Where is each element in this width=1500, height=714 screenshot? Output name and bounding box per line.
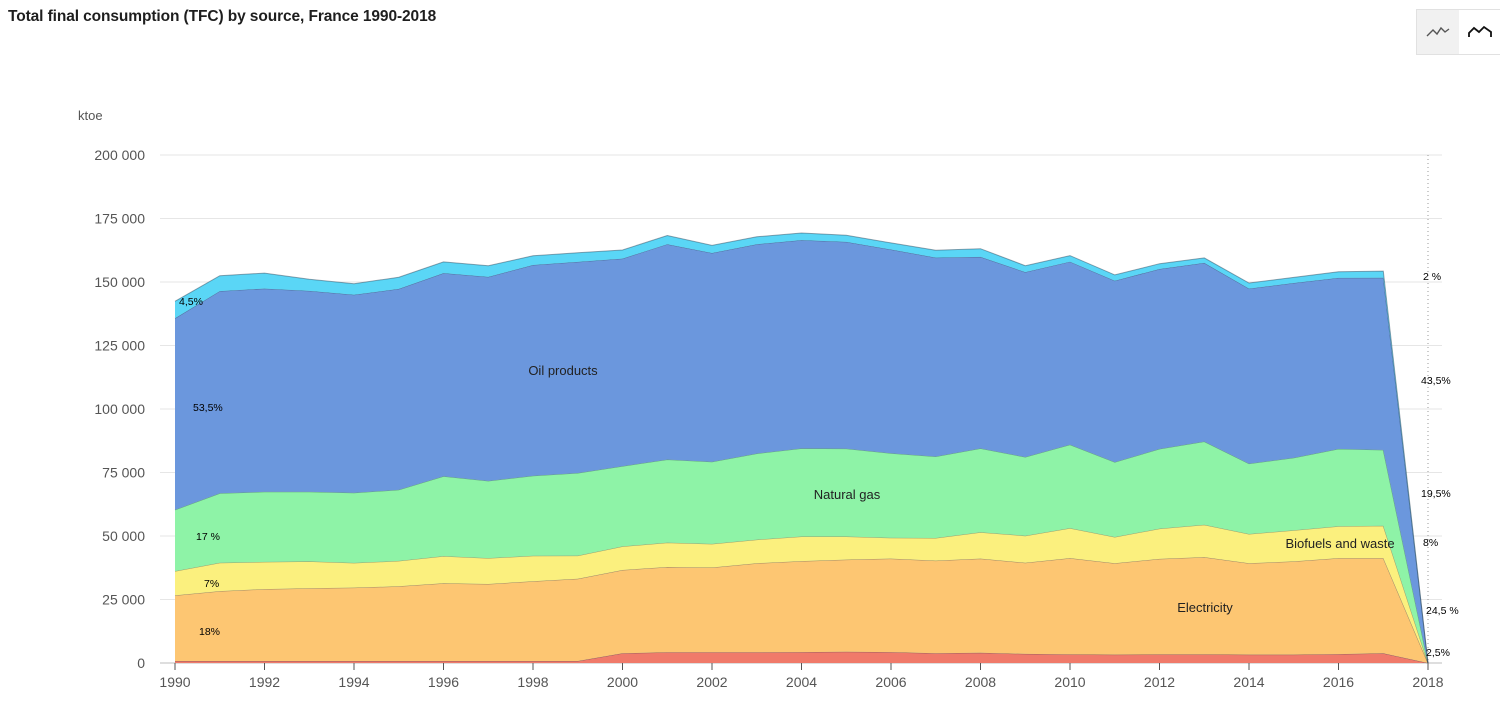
- share-annotation-2018: 8%: [1423, 537, 1438, 549]
- share-annotation-2018: 2,5%: [1426, 647, 1450, 659]
- axes: 0 25 000 50 000 75 000 100 000 125 000 150 000…: [78, 108, 1444, 690]
- area-label: Electricity: [1177, 600, 1233, 615]
- y-axis-unit: ktoe: [78, 108, 103, 123]
- area-oil-products[interactable]: [175, 240, 1428, 663]
- y-tick-label: 100 000: [94, 401, 145, 417]
- x-tick-label: 2012: [1144, 674, 1175, 690]
- area-edge-series-5: [174, 232, 1429, 664]
- x-tick-label: 2006: [875, 674, 906, 690]
- share-annotation-2018: 43,5%: [1421, 375, 1451, 387]
- x-tick-label: 1992: [249, 674, 280, 690]
- x-tick-label: 2010: [1054, 674, 1085, 690]
- y-tick-label: 0: [137, 655, 145, 671]
- line-chart-icon: [1426, 26, 1450, 37]
- area-series: [174, 232, 1429, 664]
- area-series-0[interactable]: [175, 651, 1428, 663]
- x-tick-label: 1994: [338, 674, 369, 690]
- y-tick-label: 175 000: [94, 211, 145, 227]
- line-chart-button[interactable]: [1417, 10, 1459, 54]
- area-chart-button[interactable]: [1459, 10, 1500, 54]
- area-biofuels-and-waste[interactable]: [175, 524, 1428, 663]
- share-annotation-1990: 17 %: [196, 531, 220, 543]
- x-tick-label: 2000: [607, 674, 638, 690]
- x-tick-label: 1996: [428, 674, 459, 690]
- area-label: Natural gas: [814, 487, 881, 502]
- x-tick-label: 2018: [1412, 674, 1443, 690]
- x-tick-label: 2016: [1323, 674, 1354, 690]
- y-tick-label: 125 000: [94, 338, 145, 354]
- y-tick-label: 200 000: [94, 147, 145, 163]
- x-tick-label: 2002: [696, 674, 727, 690]
- y-tick-label: 150 000: [94, 274, 145, 290]
- x-tick-label: 1998: [517, 674, 548, 690]
- x-tick-label: 2008: [965, 674, 996, 690]
- x-tick-label: 2004: [786, 674, 817, 690]
- chart-labels: Oil products Natural gas Biofuels and wast…: [179, 271, 1459, 659]
- area-chart-icon: [1468, 25, 1492, 37]
- y-tick-label: 25 000: [102, 592, 145, 608]
- area-label: Oil products: [528, 363, 598, 378]
- area-natural-gas[interactable]: [175, 441, 1428, 664]
- share-annotation-2018: 2 %: [1423, 271, 1441, 283]
- area-electricity[interactable]: [175, 557, 1428, 663]
- share-annotation-2018: 19,5%: [1421, 488, 1451, 500]
- share-annotation-2018: 24,5 %: [1426, 605, 1459, 617]
- share-annotation-1990: 7%: [204, 578, 219, 590]
- y-tick-label: 50 000: [102, 528, 145, 544]
- share-annotation-1990: 4,5%: [179, 296, 203, 308]
- x-tick-label: 2014: [1233, 674, 1264, 690]
- share-annotation-1990: 18%: [199, 626, 220, 638]
- area-label: Biofuels and waste: [1285, 536, 1394, 551]
- chart-title: Total final consumption (TFC) by source,…: [8, 8, 437, 25]
- share-annotation-1990: 53,5%: [193, 402, 223, 414]
- x-tick-label: 1990: [159, 674, 190, 690]
- y-tick-label: 75 000: [102, 465, 145, 481]
